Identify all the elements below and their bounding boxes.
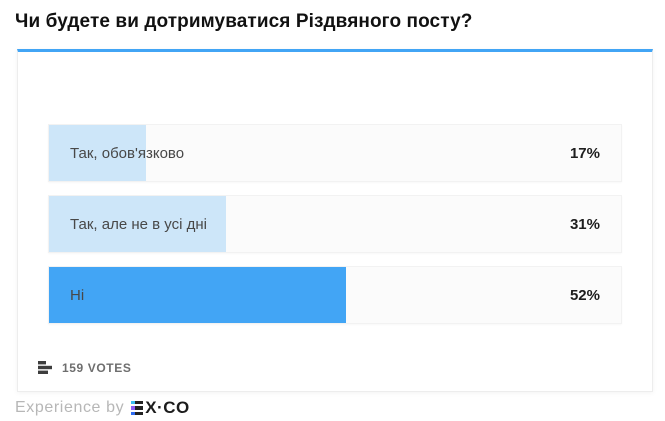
poll-card: Так, обов'язково 17% Так, але не в усі д… bbox=[17, 49, 653, 392]
poll-option-1-bar bbox=[49, 125, 147, 181]
footer: Experience by X·CO bbox=[15, 398, 190, 418]
experience-by-text: Experience by bbox=[15, 399, 125, 416]
exco-e-bars-icon bbox=[131, 400, 144, 416]
poll-options-list: Так, обов'язково 17% Так, але не в усі д… bbox=[18, 52, 652, 324]
poll-option-1[interactable]: Так, обов'язково 17% bbox=[48, 124, 622, 182]
poll-option-1-percent: 17% bbox=[569, 144, 600, 162]
poll-option-1-label: Так, обов'язково bbox=[70, 144, 185, 162]
poll-option-2-percent: 31% bbox=[569, 215, 600, 233]
exco-logo[interactable]: X·CO bbox=[131, 398, 190, 418]
votes-row: 159 VOTES bbox=[38, 360, 652, 375]
votes-count-label: 159 VOTES bbox=[62, 360, 132, 375]
poll-option-3-bar bbox=[49, 267, 347, 323]
poll-option-2-label: Так, але не в усі дні bbox=[70, 215, 207, 233]
poll-question: Чи будете ви дотримуватися Різдвяного по… bbox=[15, 11, 473, 32]
poll-option-2-bar bbox=[49, 196, 227, 252]
poll-option-3-label: Ні bbox=[70, 286, 85, 304]
exco-logo-text: X·CO bbox=[145, 398, 190, 417]
poll-option-3[interactable]: Ні 52% bbox=[48, 266, 622, 324]
poll-bars-icon bbox=[38, 360, 54, 375]
poll-option-2[interactable]: Так, але не в усі дні 31% bbox=[48, 195, 622, 253]
poll-option-3-percent: 52% bbox=[569, 286, 600, 304]
